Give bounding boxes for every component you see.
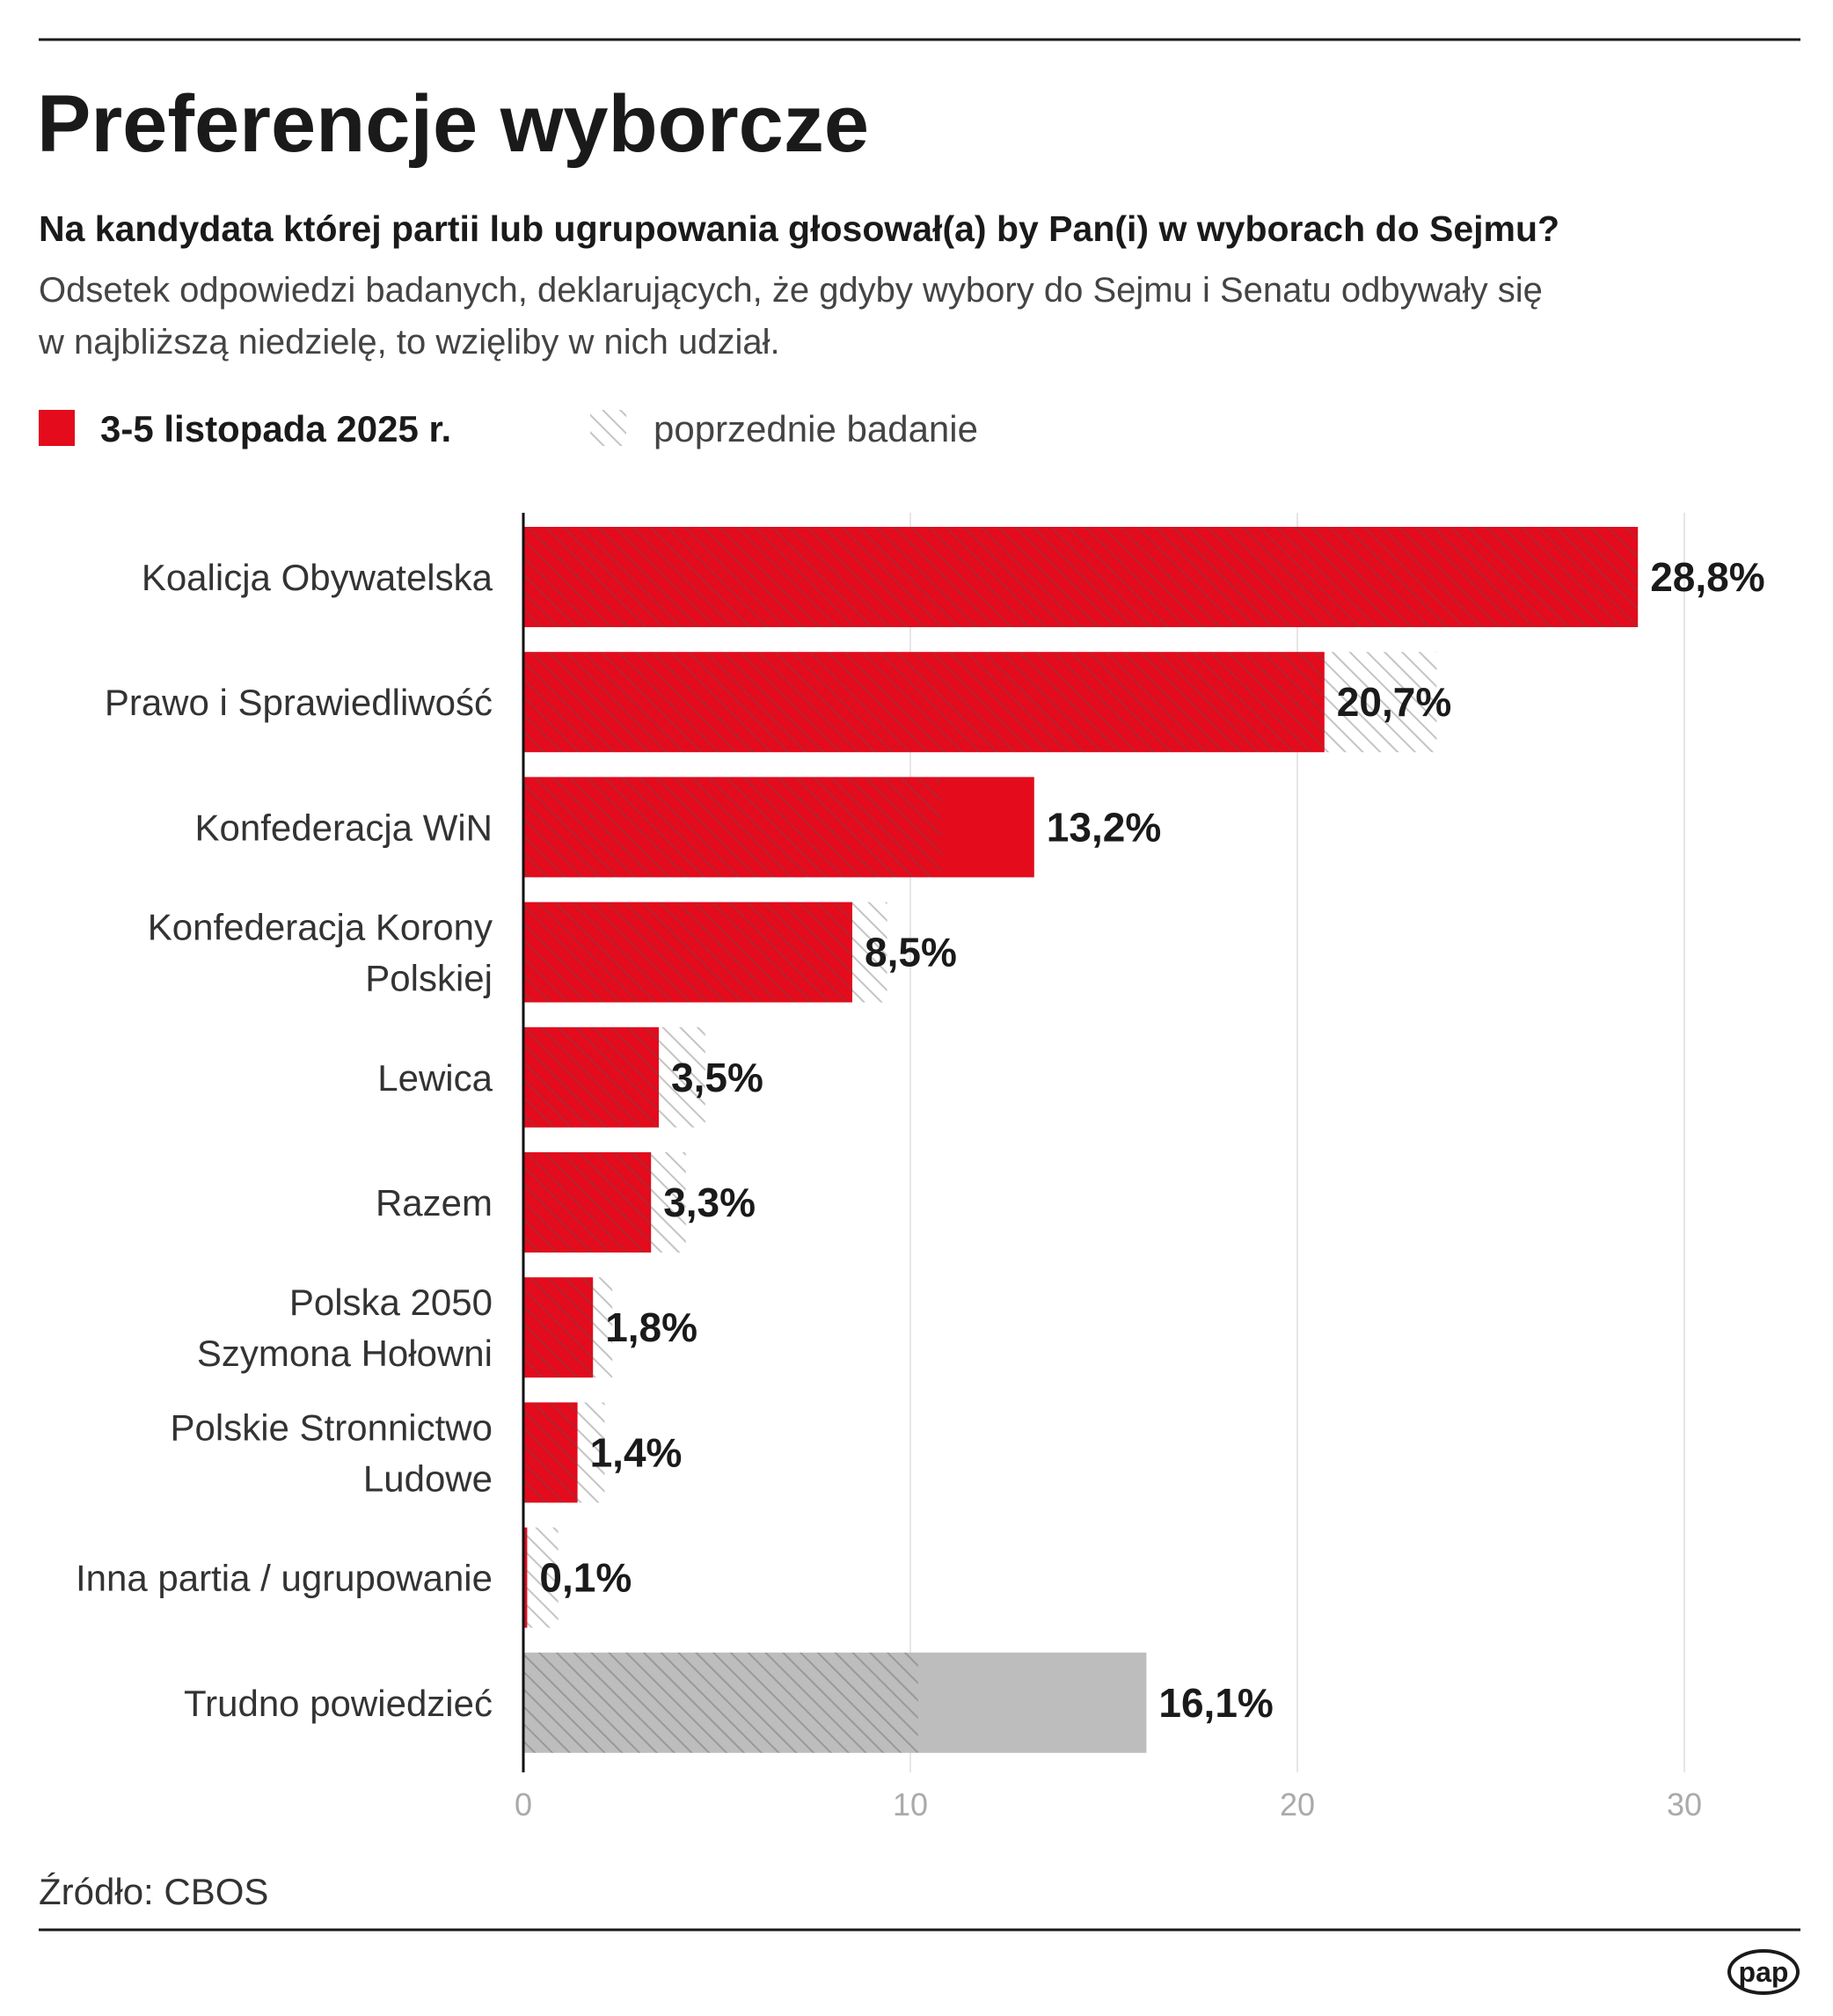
previous-bar bbox=[523, 1402, 605, 1503]
value-label: 3,5% bbox=[671, 1055, 763, 1100]
category-label: Polska 2050 bbox=[289, 1282, 493, 1323]
category-label: Inna partia / ugrupowanie bbox=[76, 1558, 493, 1599]
previous-bar bbox=[523, 1652, 918, 1753]
description: Odsetek odpowiedzi badanych, deklarujący… bbox=[39, 271, 1543, 310]
value-label: 13,2% bbox=[1047, 804, 1161, 850]
x-tick-label: 0 bbox=[515, 1786, 532, 1822]
x-tick-label: 30 bbox=[1667, 1786, 1702, 1822]
previous-bar bbox=[523, 652, 1437, 753]
legend-label: 3-5 listopada 2025 r. bbox=[100, 408, 451, 449]
value-label: 8,5% bbox=[865, 930, 957, 975]
category-label: Lewica bbox=[377, 1057, 493, 1099]
previous-bar bbox=[523, 1152, 686, 1253]
previous-bar bbox=[523, 902, 887, 1003]
category-label: Ludowe bbox=[363, 1457, 493, 1499]
category-label: Szymona Hołowni bbox=[197, 1333, 493, 1374]
x-tick-label: 10 bbox=[893, 1786, 928, 1822]
legend-swatch bbox=[590, 410, 626, 446]
value-label: 3,3% bbox=[663, 1180, 756, 1225]
category-label: Polskiej bbox=[365, 958, 493, 999]
source: Źródło: CBOS bbox=[39, 1871, 268, 1912]
description: w najbliższą niedzielę, to wzięliby w ni… bbox=[38, 323, 780, 362]
value-label: 16,1% bbox=[1158, 1680, 1273, 1726]
previous-bar bbox=[523, 1527, 559, 1628]
logo: pap bbox=[1739, 1956, 1789, 1988]
previous-bar bbox=[523, 527, 1639, 627]
previous-bar bbox=[523, 777, 942, 878]
previous-bar bbox=[523, 1026, 705, 1128]
category-label: Razem bbox=[376, 1182, 493, 1223]
category-label: Trudno powiedzieć bbox=[184, 1683, 493, 1724]
chart-subtitle: Na kandydata której partii lub ugrupowan… bbox=[39, 208, 1559, 249]
previous-bar bbox=[523, 1277, 613, 1378]
logo-frame bbox=[1727, 1949, 1800, 1995]
legend-swatch bbox=[39, 410, 75, 446]
value-label: 1,8% bbox=[605, 1304, 697, 1350]
value-label: 1,4% bbox=[590, 1429, 683, 1475]
category-label: Koalicja Obywatelska bbox=[142, 557, 493, 598]
value-label: 20,7% bbox=[1337, 679, 1451, 725]
legend-label: poprzednie badanie bbox=[654, 408, 978, 449]
value-label: 0,1% bbox=[539, 1555, 632, 1601]
category-label: Polskie Stronnictwo bbox=[171, 1406, 493, 1448]
x-tick-label: 20 bbox=[1280, 1786, 1315, 1822]
category-label: Konfederacja WiN bbox=[195, 807, 493, 848]
category-label: Konfederacja Korony bbox=[148, 907, 493, 948]
category-label: Prawo i Sprawiedliwość bbox=[105, 682, 493, 723]
chart-title: Preferencje wyborcze bbox=[37, 79, 869, 169]
value-label: 28,8% bbox=[1650, 554, 1764, 600]
